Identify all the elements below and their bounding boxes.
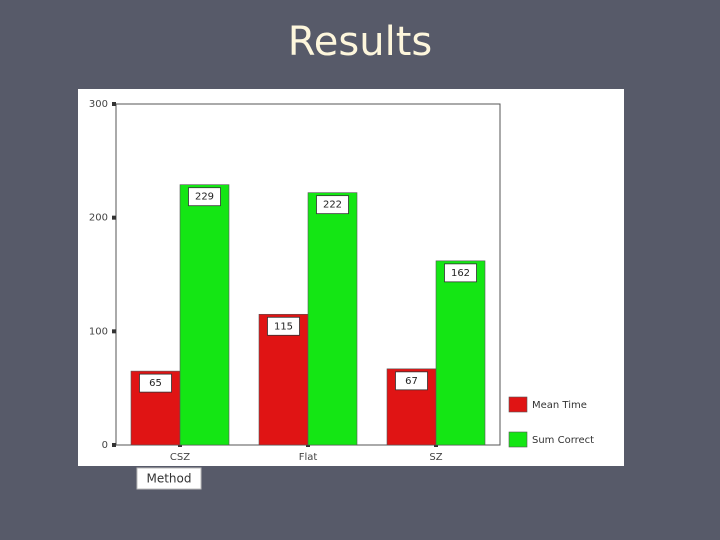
y-tick-label: 0 [102, 440, 108, 451]
y-tick-label: 300 [89, 99, 108, 110]
x-axis-label: Method [146, 472, 191, 486]
slide-title: Results [288, 19, 432, 65]
value-label: 115 [274, 321, 293, 332]
x-label-box [136, 467, 202, 490]
x-tick-label: Flat [299, 452, 318, 463]
value-label: 229 [195, 192, 214, 203]
value-label-box [395, 371, 428, 391]
value-label-box [267, 316, 300, 336]
value-label: 222 [323, 200, 342, 211]
value-label-box [316, 195, 349, 215]
y-tick-mark [112, 102, 116, 106]
y-tick-mark [112, 215, 116, 220]
value-label: 65 [149, 378, 162, 389]
bar [179, 184, 230, 446]
value-label-box [188, 187, 221, 207]
y-tick-label: 200 [89, 213, 108, 224]
x-tick-label: CSZ [170, 452, 190, 463]
value-label: 67 [405, 376, 418, 387]
x-tick-label: SZ [429, 452, 442, 463]
value-label: 162 [451, 268, 470, 279]
legend-swatch [508, 396, 528, 413]
value-label-box [444, 263, 477, 283]
bar [307, 192, 358, 446]
y-tick-mark [112, 443, 116, 447]
y-tick-label: 100 [89, 326, 108, 337]
legend-label: Mean Time [532, 400, 587, 411]
legend-swatch [508, 431, 528, 448]
value-label-box [139, 373, 172, 393]
y-tick-mark [112, 329, 116, 334]
bar [435, 260, 486, 446]
legend-label: Sum Correct [532, 435, 594, 446]
